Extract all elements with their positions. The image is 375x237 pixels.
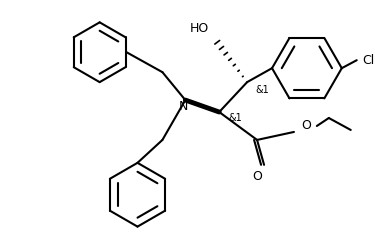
- Text: &1: &1: [228, 113, 242, 123]
- Text: N: N: [178, 100, 188, 113]
- Text: Cl: Cl: [363, 54, 375, 67]
- Text: &1: &1: [255, 85, 269, 95]
- Text: HO: HO: [190, 22, 209, 35]
- Text: O: O: [301, 119, 311, 132]
- Text: O: O: [252, 170, 262, 183]
